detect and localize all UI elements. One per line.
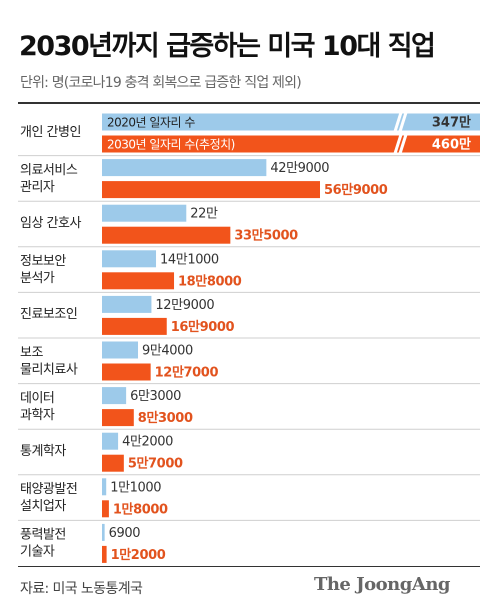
bar-2020 [102,432,119,450]
bar-2030 [102,135,480,153]
axis-break-mark [398,112,408,132]
bar-2030 [102,181,320,199]
category-label: 개인 간병인 [20,125,81,140]
category-label: 의료서비스 [20,163,78,178]
value-label-2030: 16만9000 [171,319,235,335]
unit-subtitle: 단위: 명(코로나19 충격 회복으로 급증한 직업 제외) [20,75,302,91]
category-label: 보조 [20,345,43,360]
bar-2030 [102,272,175,290]
axis-break-mark [393,134,403,154]
value-label-2020: 1만1000 [110,480,161,495]
category-label: 정보보안 [20,254,66,269]
bar-2020 [102,113,480,131]
value-label-2020: 347만 [432,115,471,131]
axis-break-mark [393,112,403,132]
category-label: 기술자 [20,545,55,560]
bar-2020 [102,295,152,313]
value-label-2030: 1만8000 [113,501,168,517]
bar-2020 [102,250,157,268]
category-label: 설치업자 [20,499,66,514]
source-note: 자료: 미국 노동통계국 [20,581,143,597]
category-label: 과학자 [20,408,55,423]
bar-2020 [102,204,187,222]
value-label-2030: 1만2000 [111,547,166,563]
bar-2030 [102,545,107,563]
bar-2020 [102,478,107,496]
page-title: 2030년까지 급증하는 미국 10대 직업 [19,31,436,62]
bar-2030 [102,409,134,427]
brand-logo: The JoongAng [313,574,451,595]
bar-2030 [102,317,167,335]
value-label-2030: 56만9000 [324,182,388,198]
bar-2020 [102,159,267,177]
bar-2030 [102,226,231,244]
value-label-2030: 5만7000 [128,456,183,472]
category-label: 관리자 [20,180,55,195]
value-label-2020: 6900 [109,526,141,541]
value-label-2020: 42만9000 [270,161,329,176]
value-label-2030: 33만5000 [234,228,298,244]
bar-2030 [102,363,151,381]
value-label-2030: 460만 [432,137,471,153]
value-label-2020: 6만3000 [130,389,181,404]
value-label-2020: 9만4000 [142,344,193,359]
value-label-2030: 12만7000 [155,365,219,381]
value-label-2020: 4만2000 [122,435,173,450]
bar-2030 [102,454,124,472]
category-label: 태양광발전 [20,482,77,497]
value-label-2030: 18만8000 [178,273,242,289]
value-label-2020: 22만 [190,207,218,222]
bar-2020 [102,387,127,405]
category-label: 데이터 [20,391,54,406]
axis-break-mark [398,134,408,154]
bar-2030 [102,500,109,518]
bar-2020 [102,523,105,541]
value-label-2030: 8만3000 [138,410,193,426]
bottom-divider [18,566,480,567]
category-label: 물리치료사 [20,362,78,377]
bar-2020 [102,341,139,359]
category-label: 진료보조인 [20,307,77,322]
category-label: 임상 간호사 [20,216,81,231]
top-divider [18,102,480,104]
legend-2030: 2030년 일자리 수(추정치) [107,138,235,152]
category-label: 분석가 [20,271,55,286]
value-label-2020: 14만1000 [160,252,219,267]
legend-2020: 2020년 일자리 수 [107,116,195,130]
category-label: 풍력발전 [20,528,66,543]
value-label-2020: 12만9000 [155,298,214,313]
category-label: 통계학자 [20,444,66,459]
